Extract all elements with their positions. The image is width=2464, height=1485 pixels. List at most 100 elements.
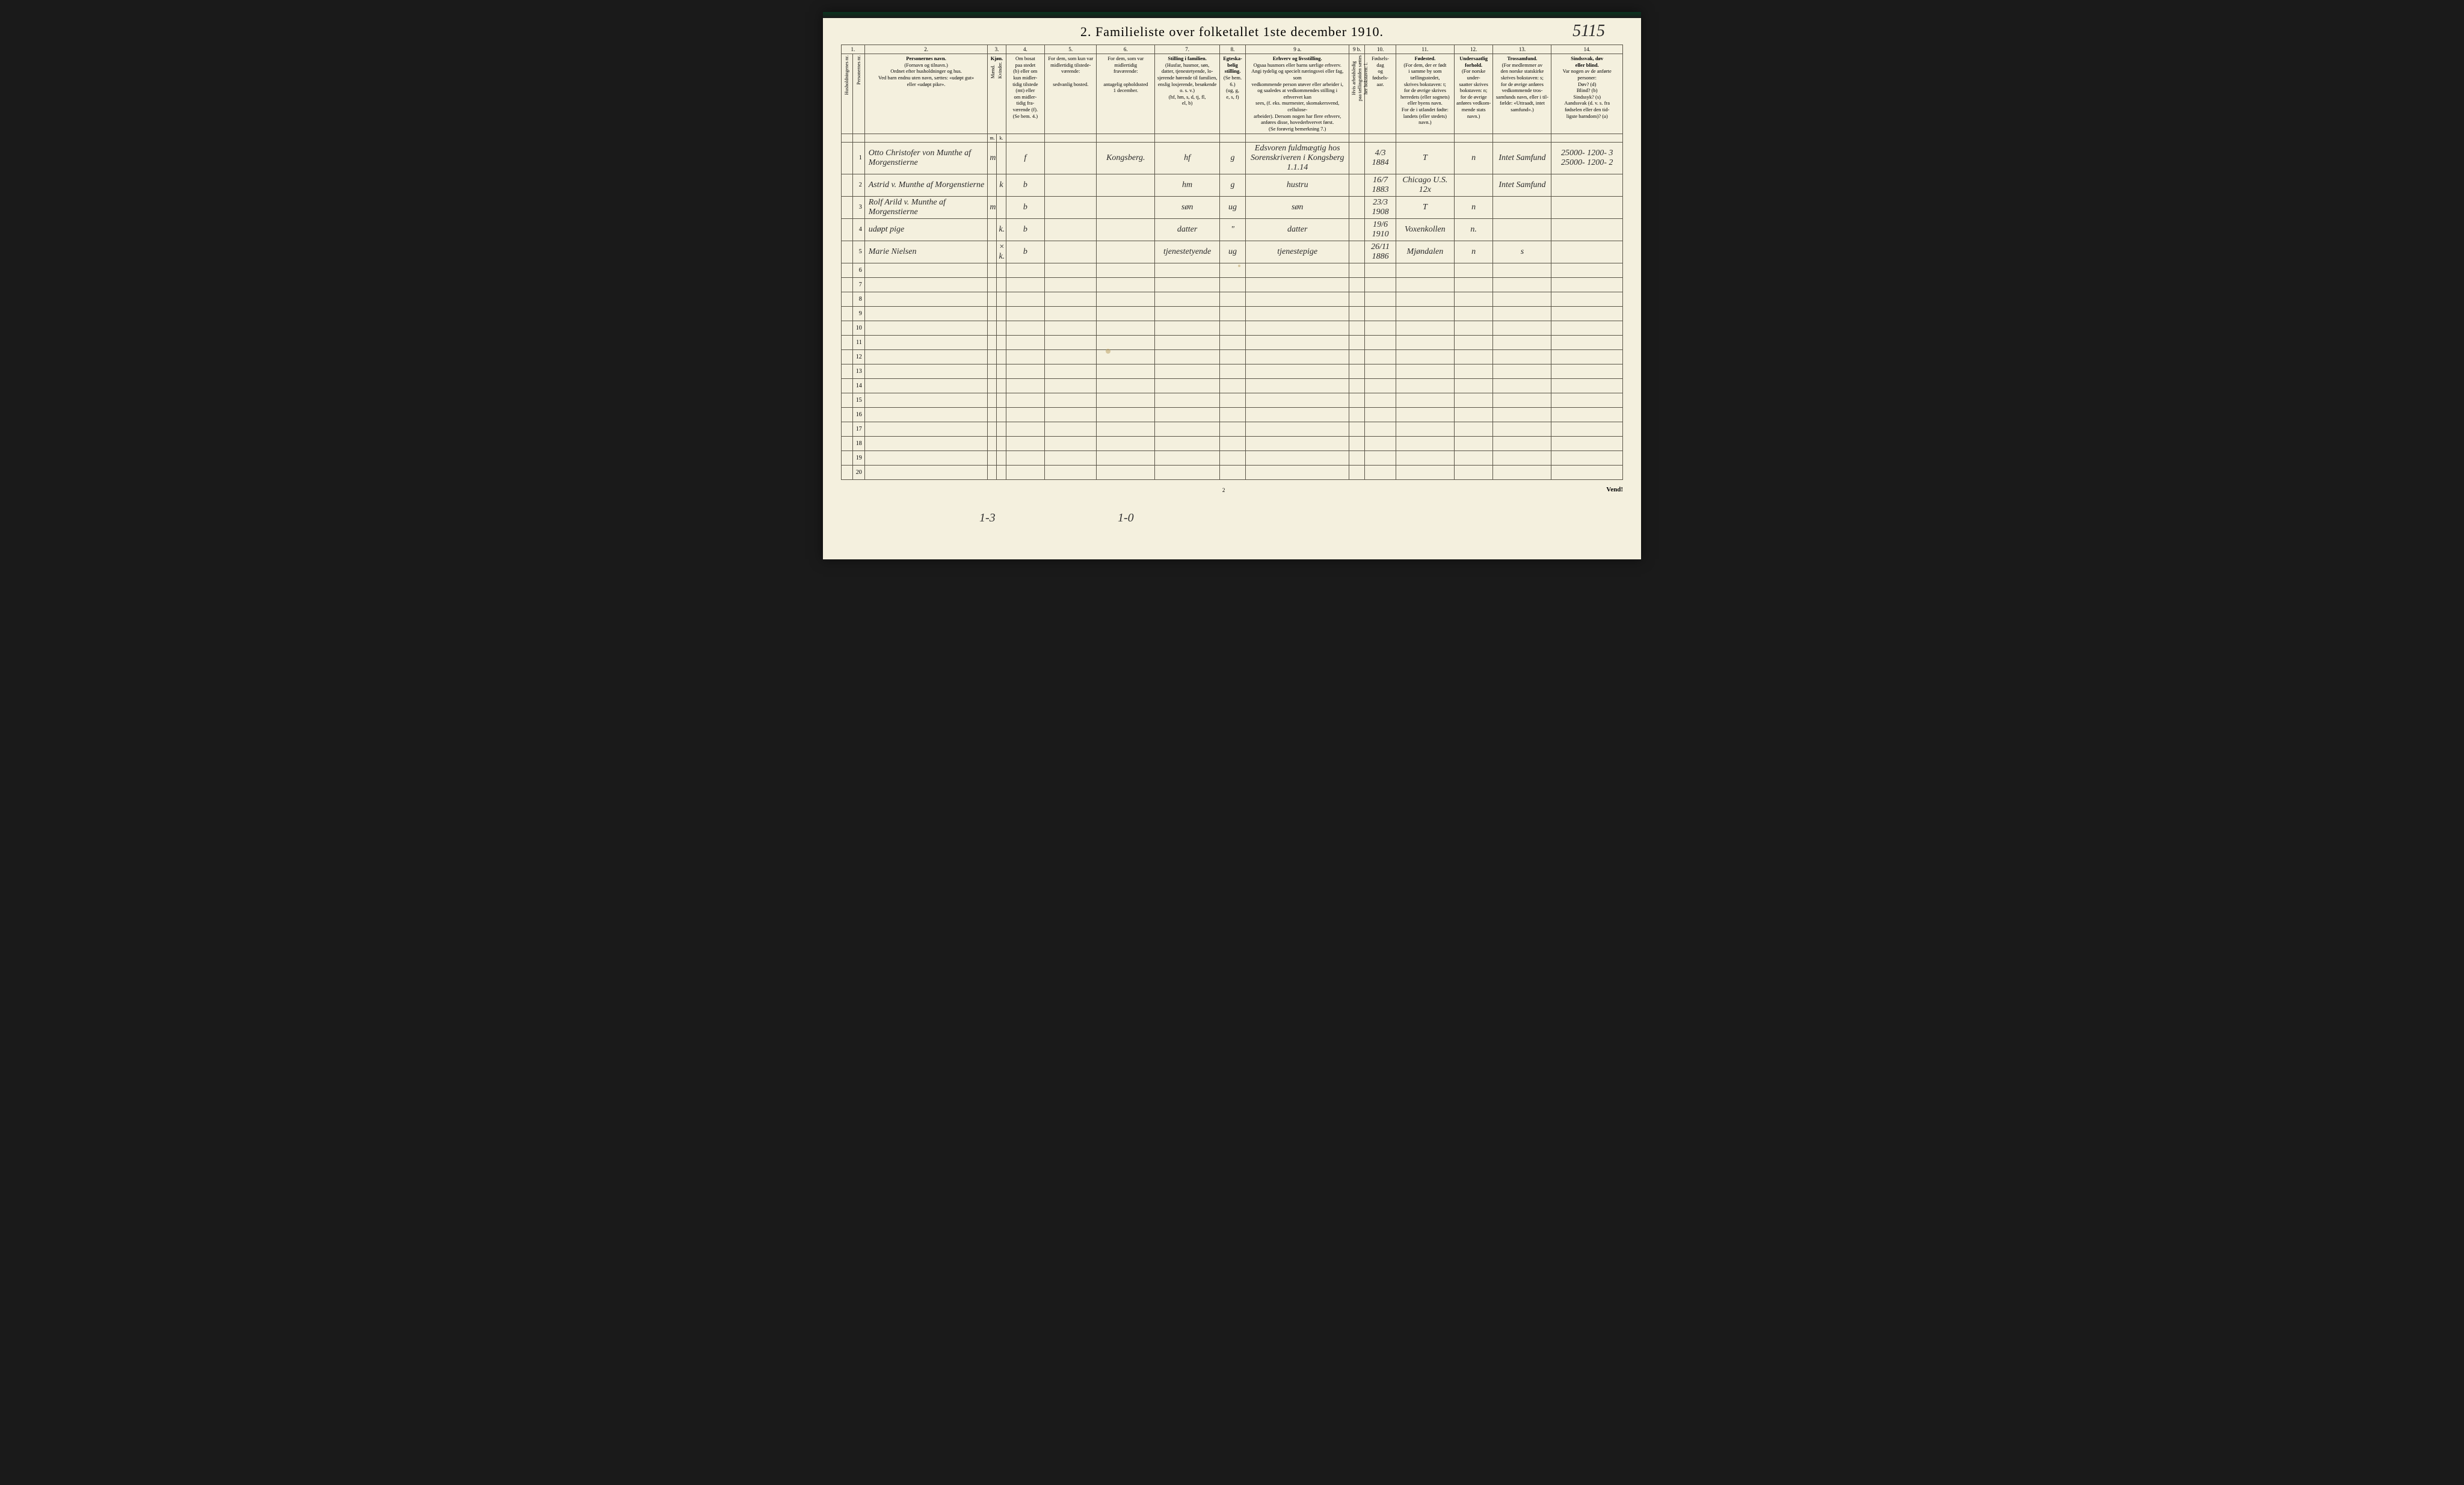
cell — [1349, 335, 1365, 349]
cell — [1396, 422, 1454, 436]
cell — [1097, 292, 1155, 306]
cell — [1365, 422, 1396, 436]
cell — [842, 349, 853, 364]
cell — [1006, 393, 1045, 407]
colnum-14: 14. — [1551, 45, 1623, 54]
cell: søn — [1155, 196, 1220, 218]
cell — [1551, 465, 1623, 479]
cell — [1045, 142, 1097, 174]
cell — [1097, 277, 1155, 292]
cell: " — [1219, 218, 1245, 241]
cell — [1365, 378, 1396, 393]
cell — [1006, 364, 1045, 378]
cell — [842, 241, 853, 263]
cell — [1006, 407, 1045, 422]
cell: 2 — [853, 174, 864, 196]
cell — [864, 465, 988, 479]
cell — [997, 196, 1006, 218]
cell — [1155, 321, 1220, 335]
table-row: 12 — [842, 349, 1623, 364]
cell — [997, 335, 1006, 349]
cell — [1097, 465, 1155, 479]
cell — [988, 306, 997, 321]
cell — [1396, 292, 1454, 306]
cell: 18 — [853, 436, 864, 450]
cell — [842, 292, 853, 306]
cell — [1246, 335, 1349, 349]
cell — [842, 364, 853, 378]
cell — [1219, 335, 1245, 349]
cell: 15 — [853, 393, 864, 407]
cell: 14 — [853, 378, 864, 393]
cell — [842, 407, 853, 422]
cell — [997, 422, 1006, 436]
cell — [1006, 422, 1045, 436]
cell — [1349, 174, 1365, 196]
cell — [1454, 292, 1493, 306]
cell — [1454, 349, 1493, 364]
cell — [1551, 263, 1623, 277]
cell — [1006, 465, 1045, 479]
cell: Intet Samfund — [1493, 174, 1551, 196]
cell — [1365, 349, 1396, 364]
cell: 4/3 1884 — [1365, 142, 1396, 174]
cell: n. — [1454, 218, 1493, 241]
cell — [997, 407, 1006, 422]
cell: Chicago U.S. 12x — [1396, 174, 1454, 196]
cell — [1551, 174, 1623, 196]
cell — [1551, 393, 1623, 407]
cell — [988, 292, 997, 306]
cell — [1493, 306, 1551, 321]
cell — [997, 393, 1006, 407]
cell — [1006, 436, 1045, 450]
cell — [842, 196, 853, 218]
cell — [997, 142, 1006, 174]
cell — [1551, 241, 1623, 263]
hdr-c9a: Erhverv og livsstilling. Ogsaa husmors e… — [1246, 54, 1349, 134]
cell — [1155, 306, 1220, 321]
cell — [1006, 277, 1045, 292]
cell — [1219, 277, 1245, 292]
cell — [1155, 436, 1220, 450]
cell: m — [988, 142, 997, 174]
cell: hm — [1155, 174, 1220, 196]
cell — [1454, 263, 1493, 277]
colnum-7: 7. — [1155, 45, 1220, 54]
cell — [997, 277, 1006, 292]
cell — [1493, 450, 1551, 465]
cell — [1219, 436, 1245, 450]
cell — [1045, 306, 1097, 321]
sex-subhead-row: m. k. — [842, 134, 1623, 142]
cell — [1246, 422, 1349, 436]
subhead-m: m. — [988, 134, 997, 142]
cell — [1454, 436, 1493, 450]
cell — [1097, 241, 1155, 263]
hw-bottom-mid: 1-0 — [1118, 511, 1134, 525]
cell — [864, 263, 988, 277]
cell — [1365, 306, 1396, 321]
cell — [1246, 393, 1349, 407]
cell — [1155, 407, 1220, 422]
cell — [1396, 321, 1454, 335]
cell — [1246, 436, 1349, 450]
cell — [864, 364, 988, 378]
paper-spot — [1106, 349, 1110, 354]
cell — [1219, 407, 1245, 422]
cell — [1454, 335, 1493, 349]
table-row: 5Marie Nielsen× k.btjenestetyendeugtjene… — [842, 241, 1623, 263]
cell — [1365, 465, 1396, 479]
cell — [1493, 263, 1551, 277]
cell: Mjøndalen — [1396, 241, 1454, 263]
cell — [864, 306, 988, 321]
hdr-sex: Kjøn. Mænd. Kvinder. — [988, 54, 1006, 134]
cell — [1006, 378, 1045, 393]
cell — [1396, 263, 1454, 277]
cell — [1396, 465, 1454, 479]
cell — [842, 378, 853, 393]
cell — [988, 349, 997, 364]
colnum-4: 4. — [1006, 45, 1045, 54]
cell — [842, 335, 853, 349]
cell — [1454, 174, 1493, 196]
page-title: 2. Familieliste over folketallet 1ste de… — [1080, 24, 1384, 40]
cell — [1246, 292, 1349, 306]
